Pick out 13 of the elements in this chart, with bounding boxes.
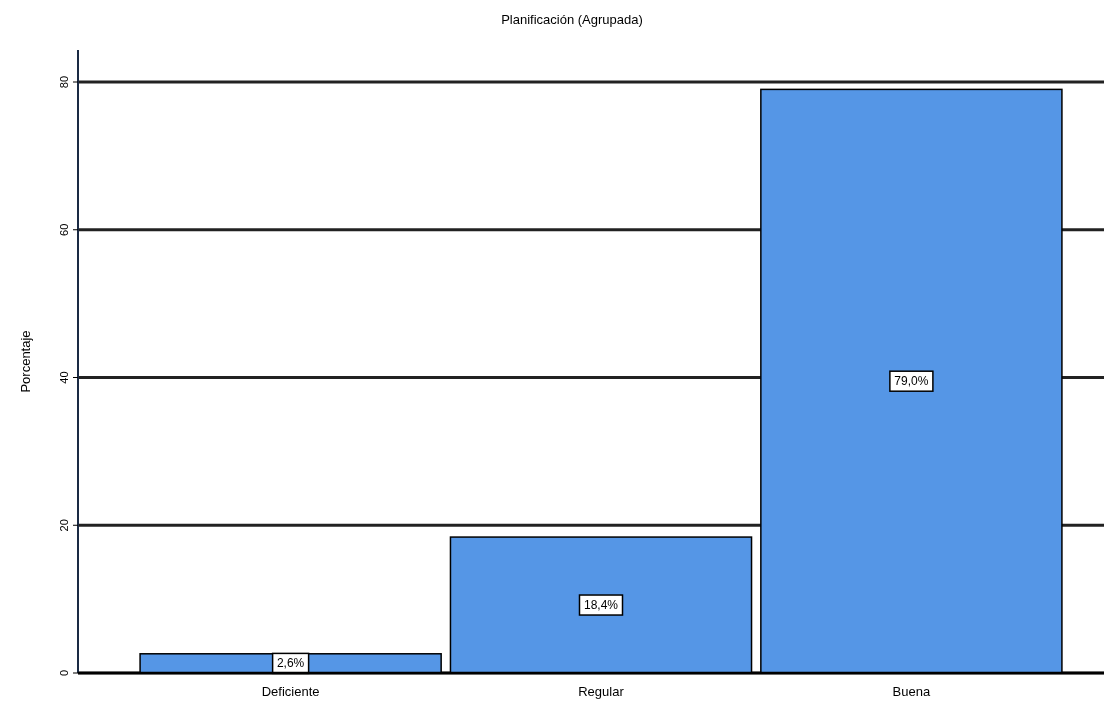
y-tick-label: 0	[57, 669, 70, 677]
chart-title: Planificación (Agrupada)	[501, 12, 643, 27]
y-tick-label: 40	[57, 371, 70, 384]
y-tick-label: 20	[57, 519, 70, 532]
x-tick-label: Regular	[578, 684, 625, 699]
y-axis-title: Porcentaje	[18, 330, 33, 393]
data-label: 79,0%	[894, 374, 929, 389]
y-tick-label: 60	[57, 223, 70, 236]
data-label: 18,4%	[583, 598, 619, 613]
data-label: 2,6%	[276, 656, 305, 671]
x-tick-label: Deficiente	[261, 684, 320, 699]
x-tick-label: Buena	[892, 684, 931, 699]
y-tick-label: 80	[57, 75, 70, 89]
